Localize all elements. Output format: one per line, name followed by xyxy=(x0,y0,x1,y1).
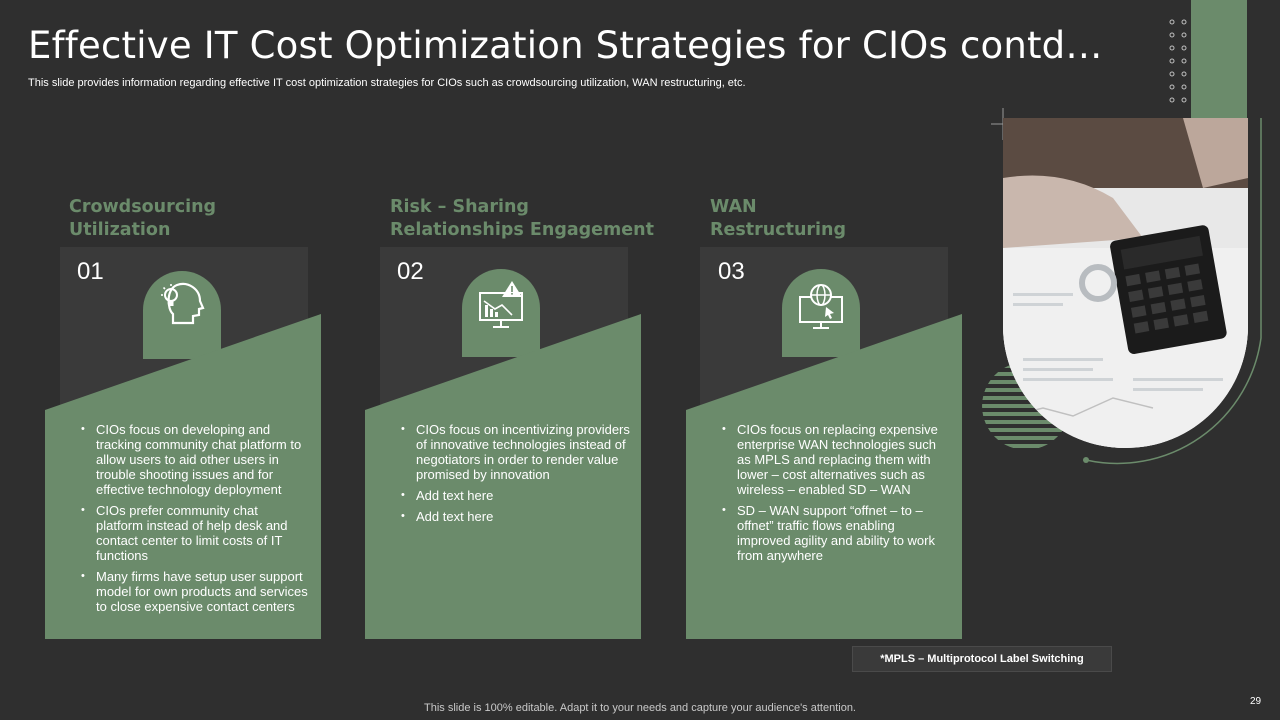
slide-subtitle: This slide provides information regardin… xyxy=(28,77,746,89)
card-2-number: 02 xyxy=(397,258,424,285)
card-1-bullet: CIOs focus on developing and tracking co… xyxy=(81,422,308,497)
globe-monitor-icon xyxy=(799,284,843,329)
card-1-heading-line2: Utilization xyxy=(69,220,171,240)
head-lightbulb-icon xyxy=(161,282,205,325)
footnote-box: *MPLS – Multiprotocol Label Switching xyxy=(852,646,1112,672)
card-1-bullets: CIOs focus on developing and tracking co… xyxy=(78,422,308,620)
card-2-bullet: Add text here xyxy=(401,509,630,524)
card-1-bullet: Many firms have setup user support model… xyxy=(81,569,308,614)
card-2-heading: Risk – Sharing Relationships Engagement xyxy=(390,196,654,242)
page-number: 29 xyxy=(1250,696,1262,707)
card-1-icon-badge xyxy=(143,271,221,359)
card-3-bullet: SD – WAN support “offnet – to – offnet” … xyxy=(722,503,947,563)
card-1-heading: Crowdsourcing Utilization xyxy=(69,196,216,242)
card-3-heading-line2: Restructuring xyxy=(710,220,847,240)
card-1-bullet: CIOs prefer community chat platform inst… xyxy=(81,503,308,563)
card-3-heading-line1: WAN xyxy=(710,197,757,217)
footer-text: This slide is 100% editable. Adapt it to… xyxy=(424,702,856,714)
card-2-heading-line2: Relationships Engagement xyxy=(390,220,654,240)
card-3-bullet: CIOs focus on replacing expensive enterp… xyxy=(722,422,947,497)
card-2-icon-badge xyxy=(462,269,540,357)
card-1-number: 01 xyxy=(77,258,104,285)
card-3-number: 03 xyxy=(718,258,745,285)
card-2-bullet: Add text here xyxy=(401,488,630,503)
card-1-heading-line1: Crowdsourcing xyxy=(69,197,217,217)
card-3-heading: WAN Restructuring xyxy=(710,196,846,242)
accent-bar-decoration xyxy=(1191,0,1247,119)
card-2-heading-line1: Risk – Sharing xyxy=(390,197,529,217)
chart-warning-icon xyxy=(479,281,523,328)
card-3-icon-badge xyxy=(782,269,860,357)
card-2-bullets: CIOs focus on incentivizing providers of… xyxy=(398,422,630,530)
card-2-bullet: CIOs focus on incentivizing providers of… xyxy=(401,422,630,482)
card-3-bullets: CIOs focus on replacing expensive enterp… xyxy=(719,422,947,569)
slide-title: Effective IT Cost Optimization Strategie… xyxy=(28,24,1103,67)
calculator-photo xyxy=(1003,118,1248,448)
